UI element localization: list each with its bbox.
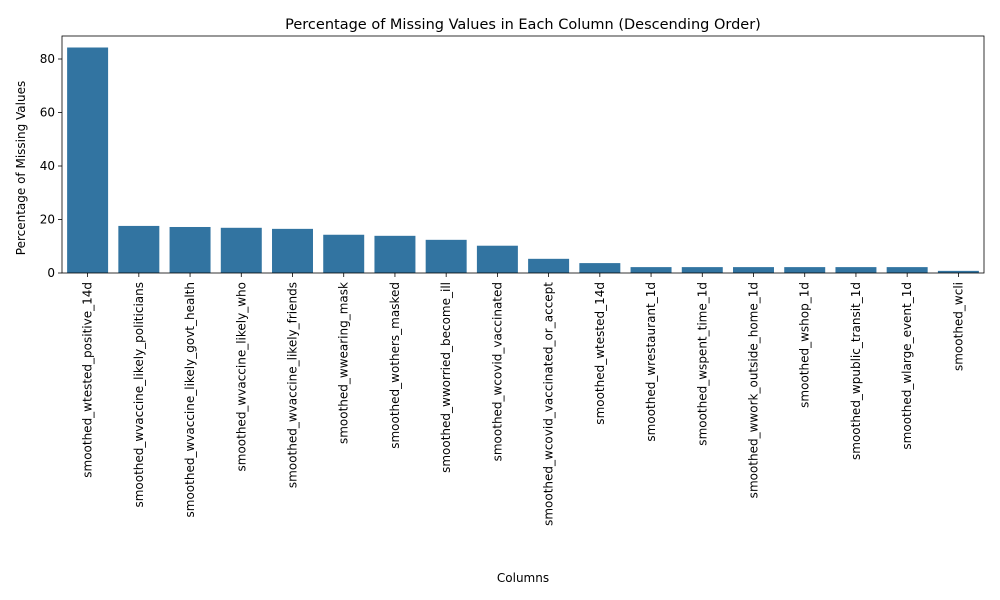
bar-smoothed_wworried_become_ill (425, 239, 467, 273)
y-tick-label: 20 (40, 213, 55, 227)
bar-smoothed_wvaccine_likely_politicians (118, 225, 160, 273)
bar-smoothed_wspent_time_1d (681, 267, 723, 273)
x-tick-label: smoothed_wvaccine_likely_politicians (132, 282, 146, 508)
bar-smoothed_wcovid_vaccinated_or_accept (528, 258, 570, 273)
plot-frame (61, 35, 985, 274)
bar-smoothed_wtested_positive_14d (67, 47, 109, 273)
y-axis-ticks: 0 20 40 60 80 (40, 52, 62, 280)
x-tick-label: smoothed_wcli (951, 282, 965, 371)
x-tick-label: smoothed_wspent_time_1d (695, 282, 709, 446)
x-tick-label: smoothed_wtested_14d (593, 282, 607, 425)
y-tick-label: 40 (40, 159, 55, 173)
x-tick-label: smoothed_wshop_1d (798, 282, 812, 408)
x-tick-label: smoothed_wtested_positive_14d (81, 282, 95, 478)
bar-smoothed_wpublic_transit_1d (835, 267, 877, 273)
bar-smoothed_wlarge_event_1d (886, 267, 928, 273)
x-tick-label: smoothed_wwork_outside_home_1d (747, 282, 761, 498)
x-tick-label: smoothed_wrestaurant_1d (644, 282, 658, 442)
bar-smoothed_wtested_14d (579, 263, 621, 273)
x-tick-label: smoothed_wworried_become_ill (439, 282, 453, 473)
x-axis-ticks: smoothed_wtested_positive_14d smoothed_wv… (81, 273, 965, 526)
y-tick-label: 80 (40, 52, 55, 66)
x-tick-label: smoothed_wlarge_event_1d (900, 282, 914, 450)
x-axis-label: Columns (497, 571, 549, 585)
bar-smoothed_wvaccine_likely_who (220, 227, 262, 273)
y-tick-label: 60 (40, 106, 55, 120)
bars-group (67, 47, 979, 273)
x-tick-label: smoothed_wvaccine_likely_govt_health (183, 282, 197, 517)
x-tick-label: smoothed_wvaccine_likely_friends (286, 282, 300, 488)
x-tick-label: smoothed_wpublic_transit_1d (849, 282, 863, 460)
bar-smoothed_wcli (937, 270, 979, 273)
bar-smoothed_wcovid_vaccinated (476, 245, 518, 273)
x-tick-label: smoothed_wvaccine_likely_who (234, 282, 248, 472)
bar-smoothed_wrestaurant_1d (630, 267, 672, 273)
y-tick-label: 0 (47, 266, 55, 280)
bar-smoothed_wothers_masked (374, 235, 416, 273)
bar-smoothed_wwork_outside_home_1d (733, 267, 774, 273)
bar-smoothed_wwearing_mask (323, 234, 365, 273)
bar-smoothed_wvaccine_likely_friends (272, 228, 313, 273)
y-axis-label: Percentage of Missing Values (14, 81, 28, 255)
bar-smoothed_wvaccine_likely_govt_health (169, 226, 211, 273)
x-tick-label: smoothed_wcovid_vaccinated_or_accept (542, 282, 556, 526)
chart-title: Percentage of Missing Values in Each Col… (285, 17, 761, 33)
x-tick-label: smoothed_wwearing_mask (337, 282, 351, 444)
x-tick-label: smoothed_wothers_masked (388, 282, 402, 449)
x-tick-label: smoothed_wcovid_vaccinated (490, 282, 504, 461)
bar-smoothed_wshop_1d (784, 267, 826, 273)
